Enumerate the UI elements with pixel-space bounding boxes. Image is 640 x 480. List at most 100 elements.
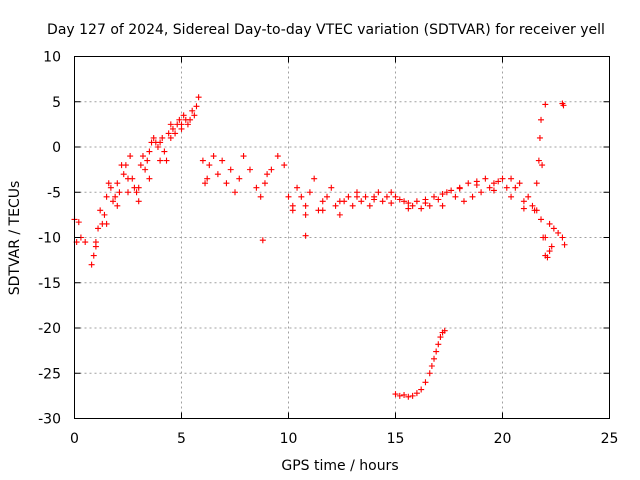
data-point — [548, 243, 555, 250]
data-point — [388, 189, 395, 196]
data-point — [375, 189, 382, 196]
data-point — [142, 166, 149, 173]
data-point — [302, 202, 309, 209]
data-point — [107, 184, 114, 191]
data-point — [191, 112, 198, 119]
y-tick-label: -15 — [38, 276, 61, 292]
data-point — [508, 193, 515, 200]
data-point — [306, 189, 313, 196]
data-point — [257, 193, 264, 200]
data-point — [443, 189, 450, 196]
data-point — [189, 107, 196, 114]
data-point — [154, 144, 161, 150]
data-point — [409, 202, 416, 209]
data-point — [405, 393, 412, 400]
data-point — [114, 202, 121, 209]
data-point — [435, 341, 442, 348]
data-point — [135, 198, 142, 205]
data-point — [512, 184, 519, 191]
data-point — [520, 205, 527, 212]
data-point — [392, 193, 399, 200]
y-tick-label: -20 — [38, 321, 61, 337]
data-point — [114, 180, 121, 187]
data-point — [516, 180, 523, 187]
data-point — [268, 166, 275, 173]
data-point — [520, 198, 527, 205]
data-point — [388, 200, 395, 207]
data-point — [371, 196, 378, 203]
data-point — [401, 198, 408, 205]
data-point — [319, 198, 326, 205]
data-point — [261, 180, 268, 187]
data-point — [396, 196, 403, 203]
data-point — [178, 125, 185, 132]
data-point — [353, 193, 360, 200]
data-point — [101, 211, 108, 218]
data-point — [345, 193, 352, 200]
data-point — [184, 121, 191, 128]
data-point — [112, 193, 119, 200]
data-point — [146, 148, 153, 155]
data-point — [533, 180, 540, 187]
y-tick-label: -5 — [47, 185, 61, 201]
data-point — [362, 193, 369, 200]
data-point — [135, 184, 142, 191]
data-point — [555, 229, 562, 236]
x-tick-label: 25 — [601, 431, 619, 447]
data-point — [383, 193, 390, 200]
data-point — [294, 184, 301, 191]
data-point — [103, 193, 110, 200]
data-point — [431, 355, 438, 362]
data-point — [413, 390, 420, 397]
data-point — [289, 202, 296, 209]
data-point — [172, 130, 179, 137]
data-point — [157, 139, 164, 146]
data-point — [435, 196, 442, 203]
x-tick-labels: 0 5 10 15 20 25 — [70, 431, 618, 447]
data-point — [439, 191, 446, 198]
y-tick-label: 5 — [52, 95, 61, 111]
y-axis-label: SDTVAR / TECUs — [7, 181, 23, 296]
data-point — [210, 153, 217, 160]
data-point — [540, 234, 547, 241]
data-point — [490, 180, 497, 187]
data-point — [223, 180, 230, 187]
data-point — [542, 101, 549, 108]
data-point — [180, 112, 187, 119]
y-tick-label: 0 — [52, 140, 61, 156]
data-point — [187, 116, 194, 123]
data-point — [422, 379, 429, 386]
data-point — [328, 184, 335, 191]
x-axis-label: GPS time / hours — [281, 458, 398, 474]
data-point — [490, 187, 497, 194]
data-point — [75, 219, 82, 226]
data-point — [437, 334, 444, 341]
data-point — [452, 193, 459, 200]
data-point — [405, 205, 412, 212]
data-point — [144, 157, 151, 164]
data-point — [274, 153, 281, 160]
data-point — [525, 193, 532, 200]
data-point — [538, 216, 545, 223]
data-point — [127, 153, 134, 160]
data-point — [426, 202, 433, 209]
y-tick-label: -10 — [38, 231, 61, 247]
data-point — [236, 175, 243, 182]
data-point — [105, 180, 112, 187]
data-point — [120, 171, 127, 178]
data-point — [396, 392, 403, 399]
series-isolated — [259, 100, 567, 244]
data-point — [157, 157, 164, 164]
data-point — [195, 94, 202, 101]
data-point — [473, 182, 480, 189]
data-point — [392, 391, 399, 398]
data-point — [448, 187, 455, 194]
data-point — [253, 184, 260, 191]
data-point — [259, 237, 266, 244]
data-point — [332, 202, 339, 209]
data-point — [508, 175, 515, 182]
y-tick-label: -30 — [38, 412, 61, 428]
data-point — [82, 239, 89, 246]
data-point — [139, 153, 146, 160]
data-point — [302, 211, 309, 218]
